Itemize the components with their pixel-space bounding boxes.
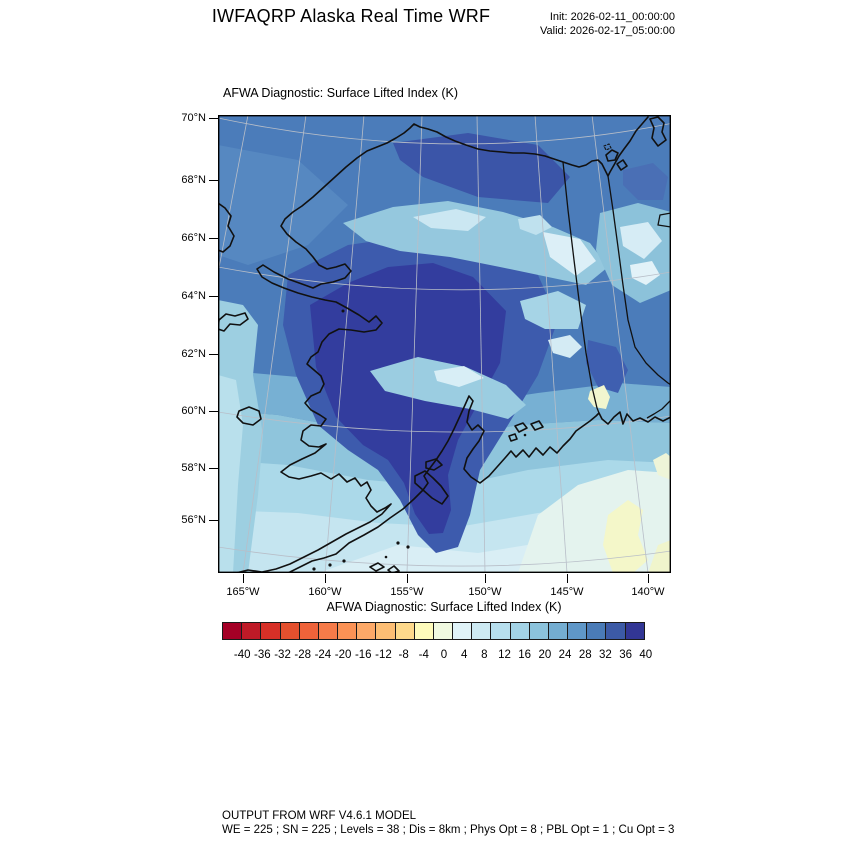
colorbar-tick-label: -8 xyxy=(398,649,409,661)
colorbar-cell xyxy=(356,622,377,640)
colorbar-cell xyxy=(413,622,434,640)
lon-tick-label: 150°W xyxy=(468,586,502,598)
lat-tick xyxy=(209,295,218,297)
colorbar-cell xyxy=(298,622,319,640)
colorbar-cell xyxy=(624,622,645,640)
colorbar xyxy=(222,622,645,640)
lat-tick-label: 68°N xyxy=(181,174,206,186)
colorbar-tick-label: -40 xyxy=(233,649,251,661)
lat-tick xyxy=(209,519,218,521)
init-timestamp: Init: 2026-02-11_00:00:00 xyxy=(549,11,675,23)
colorbar-cell xyxy=(279,622,300,640)
lon-tick-label: 140°W xyxy=(631,586,665,598)
colorbar-tick-label: -4 xyxy=(418,649,429,661)
colorbar-tick-label: 4 xyxy=(460,649,468,661)
colorbar-cell xyxy=(509,622,530,640)
colorbar-tick-label: 32 xyxy=(599,649,612,661)
colorbar-cell xyxy=(260,622,281,640)
colorbar-tick-label: -16 xyxy=(354,649,372,661)
footer-model-line: OUTPUT FROM WRF V4.6.1 MODEL xyxy=(222,810,417,822)
colorbar-tick-label: 16 xyxy=(518,649,532,661)
colorbar-tick-label: -12 xyxy=(375,649,392,661)
colorbar-cell xyxy=(605,622,626,640)
lat-tick xyxy=(209,467,218,469)
colorbar-cell xyxy=(241,622,262,640)
map-frame xyxy=(218,115,671,573)
colorbar-cell xyxy=(432,622,454,640)
lon-tick xyxy=(484,574,486,583)
lon-tick xyxy=(566,574,568,583)
lat-tick xyxy=(209,353,218,355)
lon-tick-label: 165°W xyxy=(226,586,260,598)
lat-tick xyxy=(209,117,218,119)
colorbar-cell xyxy=(452,622,473,640)
colorbar-cell xyxy=(317,622,339,640)
colorbar-tick-label: -32 xyxy=(274,649,291,661)
lat-tick xyxy=(209,410,218,412)
graticule-gridlines xyxy=(218,115,671,573)
lat-tick xyxy=(209,179,218,181)
lat-tick-label: 70°N xyxy=(181,112,206,124)
colorbar-cell xyxy=(547,622,569,640)
lon-tick-label: 160°W xyxy=(308,586,342,598)
colorbar-cell xyxy=(337,622,358,640)
lon-tick xyxy=(242,574,244,583)
colorbar-tick-label: 0 xyxy=(440,649,448,661)
colorbar-cell xyxy=(471,622,492,640)
lat-tick xyxy=(209,237,218,239)
lon-tick-label: 155°W xyxy=(390,586,424,598)
colorbar-tick-label: -36 xyxy=(254,649,271,661)
valid-timestamp: Valid: 2026-02-17_05:00:00 xyxy=(540,25,675,37)
coastlines xyxy=(218,116,671,573)
map-subtitle: AFWA Diagnostic: Surface Lifted Index (K… xyxy=(223,86,459,100)
colorbar-cell xyxy=(586,622,607,640)
colorbar-cell xyxy=(567,622,588,640)
colorbar-cell xyxy=(222,622,243,640)
lat-tick-label: 64°N xyxy=(181,290,206,302)
colorbar-tick-label: 36 xyxy=(619,649,632,661)
map-plot xyxy=(218,115,671,573)
lon-tick xyxy=(324,574,326,583)
filled-contour-field xyxy=(218,115,671,573)
colorbar-cell xyxy=(375,622,396,640)
lon-tick xyxy=(647,574,649,583)
lat-tick-label: 56°N xyxy=(181,514,206,526)
colorbar-cell xyxy=(490,622,511,640)
lat-tick-label: 62°N xyxy=(181,348,206,360)
colorbar-cell xyxy=(528,622,549,640)
lon-tick xyxy=(406,574,408,583)
political-borders xyxy=(562,161,671,419)
colorbar-tick-label: 28 xyxy=(578,649,592,661)
colorbar-tick-label: 12 xyxy=(498,649,511,661)
colorbar-tick-label: 8 xyxy=(481,649,488,661)
colorbar-cell xyxy=(394,622,415,640)
page-title: IWFAQRP Alaska Real Time WRF xyxy=(211,6,491,26)
colorbar-tick-label: -20 xyxy=(334,649,352,661)
colorbar-tick-label: 20 xyxy=(538,649,552,661)
lat-tick-label: 66°N xyxy=(181,232,206,244)
lat-tick-label: 58°N xyxy=(181,462,206,474)
xaxis-title: AFWA Diagnostic: Surface Lifted Index (K… xyxy=(326,600,562,614)
colorbar-tick-label: -28 xyxy=(294,649,312,661)
footer-config-line: WE = 225 ; SN = 225 ; Levels = 38 ; Dis … xyxy=(222,824,675,836)
lon-tick-label: 145°W xyxy=(550,586,584,598)
colorbar-tick-label: 40 xyxy=(639,649,653,661)
colorbar-tick-label: 24 xyxy=(558,649,572,661)
lifted-index-contour-map xyxy=(218,115,671,573)
lat-tick-label: 60°N xyxy=(181,405,206,417)
colorbar-tick-label: -24 xyxy=(314,649,332,661)
